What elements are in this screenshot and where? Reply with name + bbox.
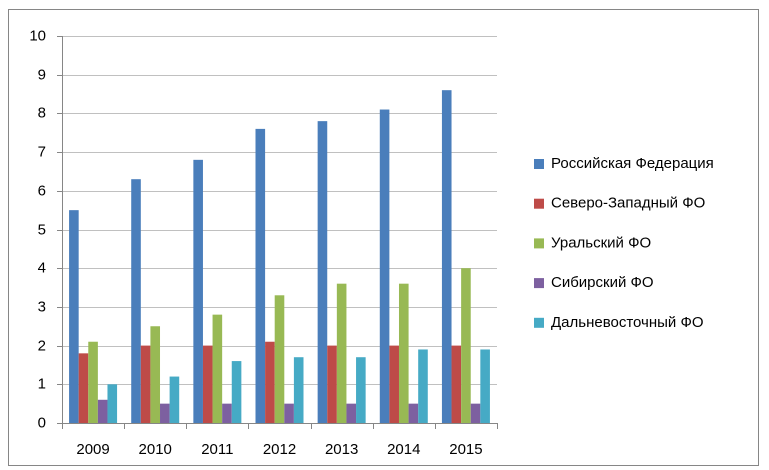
y-tick-label: 3 [38, 298, 46, 315]
bar [346, 403, 357, 423]
y-tick-label: 10 [29, 27, 46, 44]
bar [441, 90, 452, 424]
legend-swatch [534, 278, 544, 289]
bar [470, 403, 481, 423]
bar [327, 345, 337, 423]
legend-swatch [534, 198, 544, 209]
bar [212, 314, 223, 423]
bar [160, 403, 170, 423]
bar [265, 341, 275, 423]
x-tick-label: 2011 [201, 441, 233, 458]
bar [461, 268, 471, 423]
x-tick-label: 2010 [139, 441, 172, 458]
bar [317, 121, 328, 423]
y-tick-label: 2 [38, 337, 46, 354]
bar [255, 128, 266, 423]
bar [78, 353, 89, 423]
legend-label: Дальневосточный ФО [551, 314, 704, 331]
bar [131, 179, 141, 423]
legend-label: Российская Федерация [551, 155, 714, 172]
bar [293, 357, 304, 423]
bar [398, 283, 409, 423]
y-tick-label: 0 [38, 414, 46, 431]
bar [193, 159, 203, 423]
bar [356, 357, 366, 423]
bar [231, 361, 242, 423]
legend-swatch [534, 317, 544, 328]
bar [88, 341, 98, 423]
bar [274, 295, 285, 423]
bar [418, 349, 428, 423]
y-tick-label: 1 [38, 375, 46, 392]
legend-swatch [534, 159, 544, 169]
x-tick-label: 2015 [449, 441, 482, 458]
y-tick-label: 5 [38, 221, 46, 238]
legend-swatch [534, 238, 544, 249]
bar [97, 399, 108, 423]
bar [140, 345, 151, 423]
bar [480, 349, 490, 423]
bar [202, 345, 213, 423]
legend-label: Сибирский ФО [551, 274, 654, 291]
bar [107, 384, 118, 423]
bar [222, 403, 232, 423]
x-tick-label: 2014 [387, 441, 420, 458]
legend-label: Уральский ФО [551, 234, 651, 251]
bar [389, 345, 399, 423]
legend-label: Северо-Западный ФО [551, 195, 705, 212]
y-tick-label: 4 [38, 259, 46, 276]
y-tick-label: 9 [38, 66, 46, 83]
bar [379, 109, 390, 423]
bar [284, 403, 294, 423]
bar [336, 283, 347, 423]
bar [451, 345, 462, 423]
x-tick-label: 2013 [325, 441, 358, 458]
bar [150, 326, 161, 423]
y-tick-label: 7 [38, 143, 46, 160]
x-tick-label: 2012 [263, 441, 296, 458]
x-tick-label: 2009 [76, 441, 109, 458]
y-tick-label: 6 [38, 182, 46, 199]
bar [169, 376, 180, 423]
y-tick-label: 8 [38, 104, 46, 121]
bar [408, 403, 419, 423]
bar [69, 210, 79, 423]
